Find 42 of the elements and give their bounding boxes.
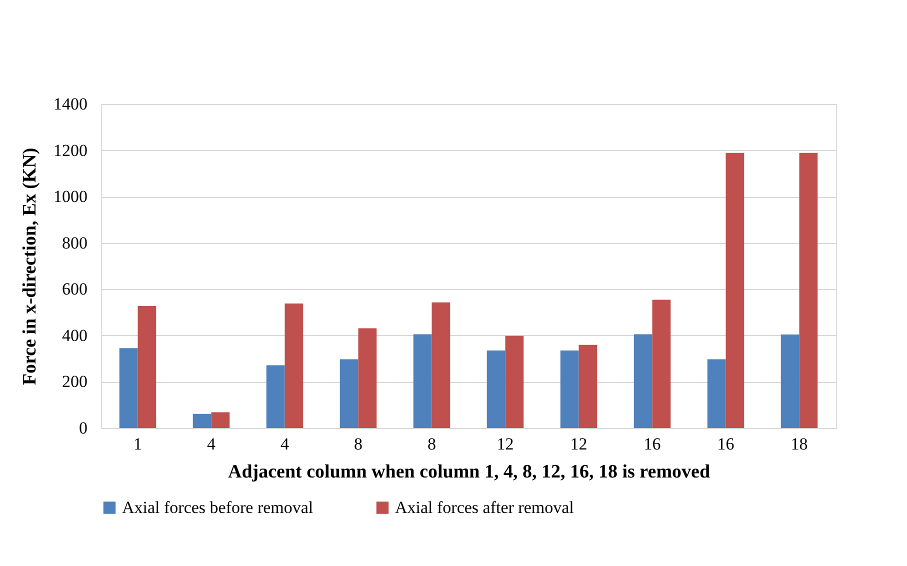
y-tick-label: 600: [62, 280, 88, 299]
bar: [578, 344, 598, 428]
x-tick-label: 1: [134, 434, 142, 454]
x-tick-label: 18: [790, 434, 808, 454]
bar: [432, 302, 450, 428]
x-tick-label: 8: [354, 434, 362, 454]
y-tick-label: 400: [62, 326, 88, 345]
bar: [284, 303, 304, 428]
x-tick-label: 16: [717, 434, 734, 454]
y-tick-label: 1200: [54, 140, 88, 160]
legend-label: Axial forces after removal: [395, 498, 574, 517]
y-axis-title: Force in x-direction, Ex (KN): [20, 148, 40, 386]
bar: [358, 328, 377, 428]
bar: [413, 334, 432, 428]
bar: [707, 359, 726, 428]
bar: [192, 414, 212, 428]
bar: [652, 300, 671, 428]
bar: [340, 359, 358, 428]
y-tick-label: 0: [79, 418, 88, 438]
y-tick-label: 200: [62, 372, 88, 392]
bar: [560, 350, 579, 428]
bar: [266, 365, 285, 428]
bar: [505, 336, 524, 428]
y-tick-label: 800: [62, 233, 88, 252]
y-tick-label: 1400: [54, 94, 88, 114]
bar: [726, 152, 744, 428]
x-tick-label: 16: [644, 434, 661, 454]
legend-label: Axial forces before removal: [122, 498, 314, 517]
y-tick-label: 1000: [54, 187, 88, 206]
x-tick-label: 12: [496, 434, 514, 454]
bar: [119, 348, 138, 428]
x-tick-label: 12: [570, 434, 588, 454]
x-tick-label: 8: [428, 434, 436, 454]
x-tick-label: 4: [280, 434, 290, 454]
bar: [799, 152, 818, 428]
bar: [780, 334, 800, 428]
x-tick-label: 4: [207, 434, 216, 454]
bar: [138, 306, 156, 428]
bar: [211, 412, 230, 428]
x-axis-title: Adjacent column when column 1, 4, 8, 12, 16, 18 is removed: [228, 462, 710, 482]
bar: [486, 350, 506, 428]
bar: [634, 334, 652, 428]
